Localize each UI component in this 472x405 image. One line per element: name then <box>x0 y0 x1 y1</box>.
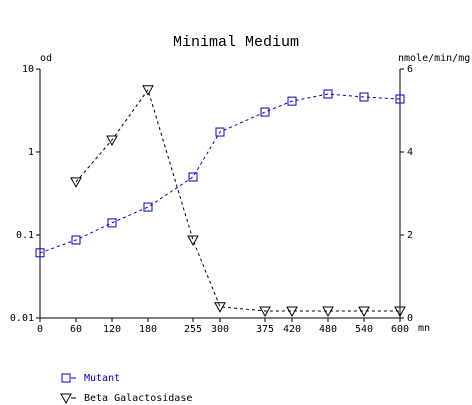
x-tick-label: 180 <box>139 324 157 335</box>
x-tick-label: 480 <box>319 324 337 335</box>
legend-marker <box>60 393 72 405</box>
data-point <box>359 92 369 102</box>
y2-tick-label: 6 <box>407 64 413 75</box>
x-tick-label: 600 <box>391 324 409 335</box>
y-tick-label: 0.01 <box>10 313 34 324</box>
x-tick-label: 300 <box>211 324 229 335</box>
data-point <box>107 218 117 228</box>
data-point <box>395 94 405 104</box>
data-point <box>187 235 199 247</box>
x-axis-label: mn <box>418 323 430 334</box>
x-tick-label: 60 <box>70 324 82 335</box>
y-tick-label: 0.1 <box>16 230 34 241</box>
data-point <box>188 172 198 182</box>
data-point <box>358 306 370 317</box>
data-point <box>287 96 297 106</box>
data-point <box>70 177 82 188</box>
data-point <box>259 306 271 317</box>
data-point <box>323 89 333 99</box>
x-tick-label: 375 <box>256 324 274 335</box>
data-point <box>143 202 153 212</box>
data-point <box>215 127 225 137</box>
legend-label: Beta Galactosidase <box>84 393 192 404</box>
x-tick-label: 540 <box>355 324 373 335</box>
data-point <box>260 107 270 117</box>
x-tick-label: 255 <box>184 324 202 335</box>
y2-tick-label: 2 <box>407 230 413 241</box>
data-point <box>214 302 226 313</box>
series-line <box>39 93 401 254</box>
chart-title: Minimal Medium <box>173 34 299 51</box>
y-tick-label: 1 <box>28 147 34 158</box>
y2-axis-label: nmole/min/mg <box>398 53 470 64</box>
y2-tick-label: 0 <box>407 313 413 324</box>
x-tick-label: 0 <box>37 324 43 335</box>
y2-tick-label: 4 <box>407 147 413 158</box>
y-axis-label: od <box>40 53 52 64</box>
data-point <box>322 306 334 317</box>
legend-marker <box>61 373 71 383</box>
legend-label: Mutant <box>84 373 120 384</box>
data-point <box>71 235 81 245</box>
data-point <box>106 135 118 146</box>
data-point <box>142 85 154 96</box>
y-tick-label: 10 <box>22 64 34 75</box>
data-point <box>286 306 298 317</box>
series-line <box>75 88 400 312</box>
x-tick-label: 420 <box>283 324 301 335</box>
x-tick-label: 120 <box>103 324 121 335</box>
data-point <box>394 306 406 317</box>
data-point <box>35 248 45 258</box>
